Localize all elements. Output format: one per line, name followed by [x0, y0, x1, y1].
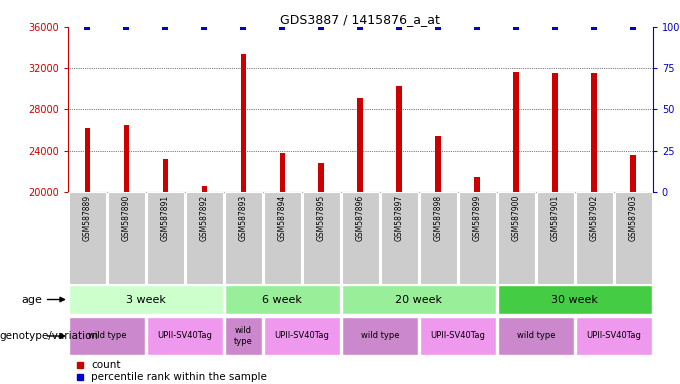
Text: GSM587895: GSM587895 — [317, 195, 326, 241]
Text: GSM587898: GSM587898 — [434, 195, 443, 241]
Bar — [575, 316, 652, 356]
Text: UPII-SV40Tag: UPII-SV40Tag — [586, 331, 641, 341]
Bar — [498, 316, 574, 356]
Text: GSM587893: GSM587893 — [239, 195, 248, 241]
Text: GSM587899: GSM587899 — [473, 195, 482, 241]
Bar — [420, 192, 457, 284]
Text: genotype/variation: genotype/variation — [0, 331, 99, 341]
Bar — [69, 316, 146, 356]
Bar — [264, 192, 301, 284]
Bar — [575, 192, 613, 284]
Text: UPII-SV40Tag: UPII-SV40Tag — [430, 331, 486, 341]
Bar — [592, 73, 597, 192]
Text: GSM587890: GSM587890 — [122, 195, 131, 241]
Bar — [381, 192, 418, 284]
Bar — [147, 316, 223, 356]
Bar — [84, 128, 90, 192]
Text: GSM587897: GSM587897 — [395, 195, 404, 241]
Bar — [124, 125, 129, 192]
Bar — [224, 192, 262, 284]
Bar — [630, 155, 636, 192]
Text: wild
type: wild type — [234, 326, 253, 346]
Text: UPII-SV40Tag: UPII-SV40Tag — [158, 331, 212, 341]
Title: GDS3887 / 1415876_a_at: GDS3887 / 1415876_a_at — [280, 13, 441, 26]
Bar — [498, 192, 535, 284]
Text: age: age — [21, 295, 42, 305]
Bar — [435, 136, 441, 192]
Bar — [201, 186, 207, 192]
Bar — [163, 159, 169, 192]
Bar — [341, 285, 496, 314]
Bar — [241, 54, 246, 192]
Bar — [303, 192, 340, 284]
Bar — [224, 316, 262, 356]
Bar — [69, 192, 106, 284]
Bar — [513, 72, 520, 192]
Text: wild type: wild type — [517, 331, 555, 341]
Text: GSM587889: GSM587889 — [83, 195, 92, 241]
Bar — [264, 316, 340, 356]
Text: GSM587892: GSM587892 — [200, 195, 209, 241]
Text: GSM587894: GSM587894 — [278, 195, 287, 241]
Bar — [107, 192, 146, 284]
Text: GSM587891: GSM587891 — [161, 195, 170, 241]
Text: GSM587900: GSM587900 — [512, 195, 521, 241]
Text: wild type: wild type — [360, 331, 399, 341]
Text: count: count — [91, 360, 121, 370]
Text: 30 week: 30 week — [551, 295, 598, 305]
Bar — [358, 98, 363, 192]
Bar — [341, 192, 379, 284]
Text: UPII-SV40Tag: UPII-SV40Tag — [275, 331, 329, 341]
Bar — [279, 153, 286, 192]
Bar — [396, 86, 403, 192]
Text: GSM587903: GSM587903 — [629, 195, 638, 241]
Bar — [147, 192, 184, 284]
Bar — [420, 316, 496, 356]
Text: wild type: wild type — [88, 331, 126, 341]
Text: 6 week: 6 week — [262, 295, 303, 305]
Text: 3 week: 3 week — [126, 295, 166, 305]
Bar — [475, 177, 480, 192]
Text: GSM587902: GSM587902 — [590, 195, 599, 241]
Bar — [615, 192, 652, 284]
Text: percentile rank within the sample: percentile rank within the sample — [91, 372, 267, 382]
Bar — [458, 192, 496, 284]
Text: GSM587896: GSM587896 — [356, 195, 365, 241]
Text: GSM587901: GSM587901 — [551, 195, 560, 241]
Bar — [224, 285, 340, 314]
Bar — [341, 316, 418, 356]
Bar — [552, 73, 558, 192]
Bar — [186, 192, 223, 284]
Bar — [537, 192, 574, 284]
Bar — [69, 285, 223, 314]
Text: 20 week: 20 week — [395, 295, 443, 305]
Bar — [318, 163, 324, 192]
Bar — [498, 285, 652, 314]
